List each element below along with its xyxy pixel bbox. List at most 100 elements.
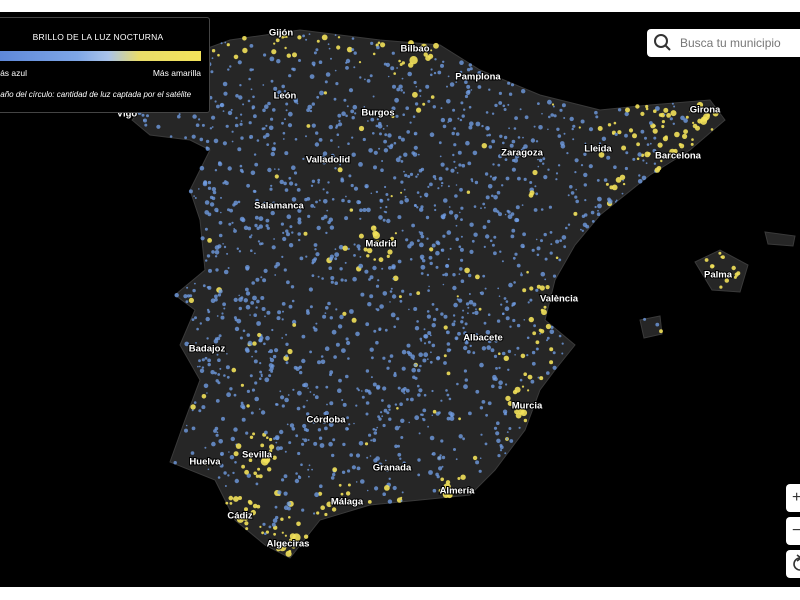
light-dot: [245, 304, 251, 310]
city-label: Burgos: [361, 108, 394, 119]
light-dot: [384, 485, 390, 491]
reset-view[interactable]: [786, 550, 800, 578]
light-dot: [328, 124, 333, 130]
light-dot: [431, 414, 434, 417]
light-dot: [575, 199, 579, 204]
light-dot: [391, 265, 396, 270]
light-dot: [478, 307, 482, 311]
light-dot: [233, 200, 239, 206]
light-dot: [434, 58, 437, 61]
light-dot: [590, 210, 595, 215]
light-dot: [173, 461, 177, 465]
light-dot: [387, 133, 392, 138]
light-dot: [384, 328, 388, 332]
light-dot: [349, 453, 354, 457]
light-dot: [403, 387, 407, 391]
light-dot: [248, 121, 252, 125]
light-dot: [264, 430, 268, 435]
zoom-out[interactable]: −: [786, 517, 800, 545]
search-box[interactable]: Busca tu municipio: [647, 29, 800, 57]
light-dot: [369, 74, 373, 78]
light-dot: [537, 376, 540, 379]
light-dot: [430, 95, 435, 99]
light-dot: [374, 428, 378, 432]
light-dot: [552, 351, 556, 355]
light-dot: [518, 426, 521, 429]
light-dot: [222, 110, 225, 112]
light-dot: [272, 201, 276, 205]
light-dot: [283, 491, 288, 496]
light-dot: [344, 279, 348, 282]
light-dot: [214, 294, 218, 299]
light-dot: [195, 342, 197, 344]
light-dot: [594, 205, 597, 209]
light-dot: [484, 206, 486, 209]
city-label: Murcia: [512, 401, 543, 412]
light-dot: [275, 262, 281, 267]
light-dot: [413, 145, 418, 150]
light-dot: [347, 142, 350, 145]
light-dot: [446, 393, 450, 397]
light-dot: [177, 114, 181, 119]
light-dot: [381, 267, 384, 270]
map[interactable]: Gijón Bilbao Pamplona León Vigo Burgos Girona V…: [0, 12, 800, 587]
light-dot: [346, 46, 353, 53]
light-dot: [330, 57, 332, 60]
city-label: Pamplona: [455, 72, 501, 83]
light-dot: [239, 164, 243, 168]
light-dot: [357, 389, 360, 392]
light-dot: [197, 365, 199, 368]
light-dot: [456, 298, 459, 301]
light-dot: [196, 462, 199, 465]
light-dot: [316, 225, 321, 231]
light-dot: [226, 392, 232, 398]
light-dot: [271, 364, 275, 368]
light-dot: [214, 426, 219, 431]
light-dot: [252, 95, 255, 99]
light-dot: [281, 302, 286, 306]
light-dot: [552, 274, 557, 278]
light-dot: [217, 244, 222, 249]
light-dot: [375, 190, 379, 194]
light-dot: [409, 258, 413, 261]
light-dot: [394, 403, 398, 406]
light-dot: [535, 238, 538, 241]
city-label: Bilbao: [400, 44, 429, 55]
light-dot: [216, 210, 219, 213]
light-dot: [237, 147, 242, 152]
light-dot: [475, 308, 477, 311]
light-dot: [199, 322, 202, 325]
light-dot: [273, 532, 276, 536]
light-dot: [535, 140, 539, 143]
light-dot: [550, 113, 554, 117]
light-dot: [192, 114, 197, 119]
light-dot: [315, 48, 319, 52]
light-dot: [561, 352, 564, 355]
light-dot: [527, 374, 533, 380]
zoom-in[interactable]: +: [786, 484, 800, 512]
light-dot: [305, 135, 307, 138]
light-dot: [365, 412, 369, 416]
light-dot: [314, 142, 320, 147]
light-dot: [254, 162, 259, 167]
light-dot: [588, 127, 594, 132]
light-dots: [137, 33, 741, 557]
light-dot: [241, 514, 246, 520]
light-dot: [569, 185, 573, 189]
light-dot: [662, 136, 669, 142]
light-dot: [259, 525, 262, 529]
light-dot: [440, 107, 443, 110]
light-dot: [445, 389, 448, 392]
light-dot: [338, 421, 340, 424]
light-dot: [235, 94, 239, 98]
light-dot: [386, 366, 390, 370]
light-dot: [285, 333, 288, 336]
light-dot: [351, 152, 356, 157]
light-dot: [280, 517, 284, 521]
light-dot: [443, 198, 448, 203]
light-dot: [542, 162, 545, 165]
light-dot: [254, 223, 258, 228]
light-dot: [464, 378, 468, 382]
light-dot: [493, 426, 498, 430]
land: [764, 231, 796, 247]
